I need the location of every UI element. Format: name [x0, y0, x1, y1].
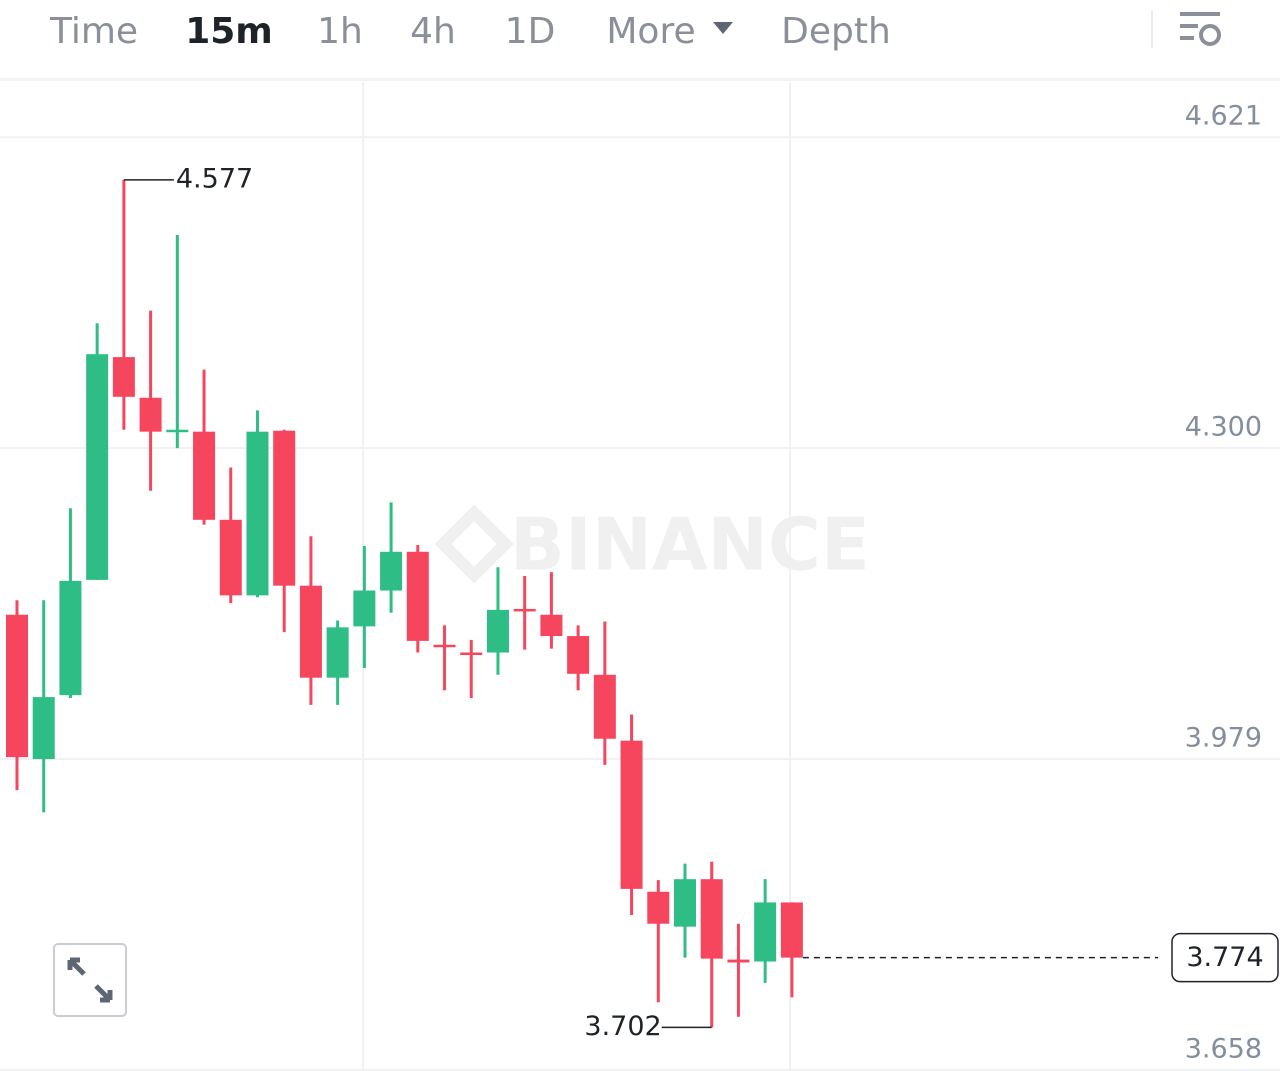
expand-button[interactable] — [53, 943, 127, 1017]
y-tick-label: 4.300 — [1185, 412, 1262, 443]
low-label: 3.702 — [584, 1011, 661, 1042]
candle-body — [353, 590, 376, 627]
candle-body — [326, 627, 349, 678]
candle-body — [513, 608, 536, 612]
toolbar-tab[interactable]: Depth — [781, 11, 891, 52]
candle-body — [380, 551, 403, 591]
candle-body — [620, 740, 643, 889]
last-price-box — [1171, 932, 1279, 983]
candle-body — [6, 614, 28, 758]
candle-body — [567, 636, 590, 674]
toolbar-tab[interactable]: Time — [49, 11, 138, 52]
candle-body — [299, 585, 322, 678]
high-label: 4.577 — [176, 163, 253, 194]
toolbar-tab[interactable]: 1h — [317, 11, 363, 52]
candle-body — [754, 902, 777, 962]
candle-body — [433, 644, 456, 648]
candle-body — [647, 891, 670, 924]
candle-body — [593, 674, 616, 739]
candle-body — [700, 879, 723, 959]
header-border — [0, 78, 1280, 81]
candle-body — [59, 580, 82, 696]
watermark: BINANCE — [510, 503, 870, 587]
candle-body — [406, 551, 429, 641]
candle-body — [32, 697, 55, 760]
y-tick-label: 3.979 — [1185, 723, 1262, 754]
candle-body — [139, 397, 162, 432]
settings-icon[interactable] — [1180, 12, 1221, 46]
watermark-logo — [434, 504, 514, 584]
toolbar-tab[interactable]: 1D — [505, 11, 556, 52]
candle-body — [273, 430, 296, 586]
toolbar-tab[interactable]: 4h — [410, 11, 456, 52]
y-tick-label: 3.658 — [1185, 1034, 1262, 1065]
candle-body — [219, 519, 242, 596]
candle-body — [193, 431, 216, 520]
candle-body — [246, 431, 269, 596]
y-tick-label: 4.621 — [1185, 101, 1262, 132]
candle-body — [780, 902, 803, 958]
candle-body — [112, 357, 135, 397]
candle-body — [166, 429, 189, 433]
candle-body — [674, 879, 696, 927]
candle-body — [540, 614, 563, 637]
candle-body — [486, 609, 509, 653]
toolbar-tab[interactable]: 15m — [185, 11, 273, 52]
dropdown-arrow — [713, 22, 733, 34]
candle-body — [727, 959, 750, 963]
candle-body — [460, 652, 483, 656]
toolbar-tab[interactable]: More — [606, 11, 695, 52]
candle-body — [86, 354, 109, 580]
last-price-label: 3.774 — [1186, 942, 1263, 973]
